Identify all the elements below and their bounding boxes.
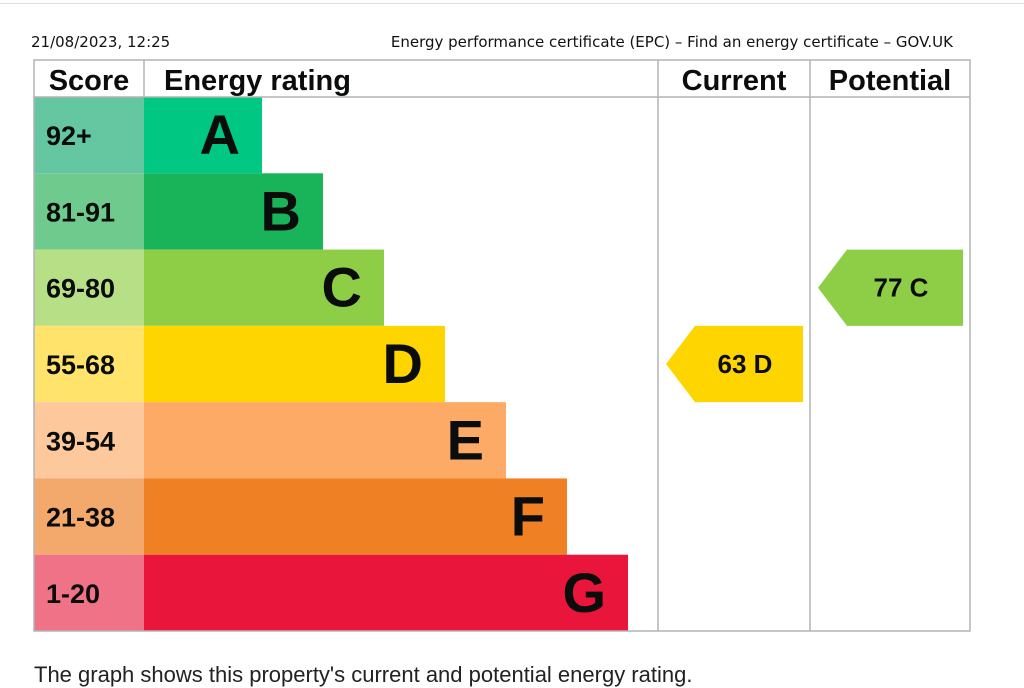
score-cell-d <box>34 325 144 403</box>
column-header-score: Score <box>49 65 130 97</box>
rating-bar-g <box>144 554 628 631</box>
rating-letter-c: C <box>322 256 362 319</box>
rating-letter-a: A <box>200 103 240 166</box>
score-range-f: 21-38 <box>46 503 115 533</box>
column-header-energy-rating: Energy rating <box>164 65 351 97</box>
score-range-b: 81-91 <box>46 197 115 227</box>
page-title: Energy performance certificate (EPC) – F… <box>390 33 953 51</box>
score-cell-b <box>34 173 144 250</box>
potential-rating-label: 77 C <box>874 273 929 303</box>
rating-bar-b <box>144 173 323 250</box>
potential-arrow <box>818 249 963 326</box>
column-header-potential: Potential <box>829 65 951 97</box>
rating-bar-d <box>144 325 445 403</box>
score-range-e: 39-54 <box>46 426 115 456</box>
current-arrow <box>666 325 803 403</box>
chart-caption: The graph shows this property's current … <box>34 662 693 687</box>
score-range-g: 1-20 <box>46 579 100 609</box>
rating-letter-e: E <box>447 408 484 471</box>
score-cell-f <box>34 478 144 555</box>
epc-chart: 92+ A 81-91 B 69-80 C 55-68 D 39-54 E 21-38 F 1-20 G S… <box>33 59 971 632</box>
rating-letter-f: F <box>511 485 545 548</box>
score-range-a: 92+ <box>46 121 92 151</box>
score-range-c: 69-80 <box>46 274 115 304</box>
score-cell-c <box>34 249 144 326</box>
print-date: 21/08/2023, 12:25 <box>31 33 171 51</box>
score-cell-g <box>34 554 144 631</box>
rating-letter-g: G <box>562 561 606 624</box>
rating-letter-d: D <box>383 332 423 395</box>
rating-letter-b: B <box>261 179 301 242</box>
score-cell-a <box>34 97 144 174</box>
top-divider <box>0 3 1024 4</box>
rating-bar-c <box>144 249 384 326</box>
rating-bar-a <box>144 97 262 174</box>
column-header-current: Current <box>682 65 787 97</box>
rating-bar-f <box>144 478 567 555</box>
score-range-d: 55-68 <box>46 350 115 380</box>
rating-bar-e <box>144 402 506 479</box>
current-rating-label: 63 D <box>718 349 773 379</box>
chart-border <box>33 59 971 632</box>
score-cell-e <box>34 402 144 479</box>
